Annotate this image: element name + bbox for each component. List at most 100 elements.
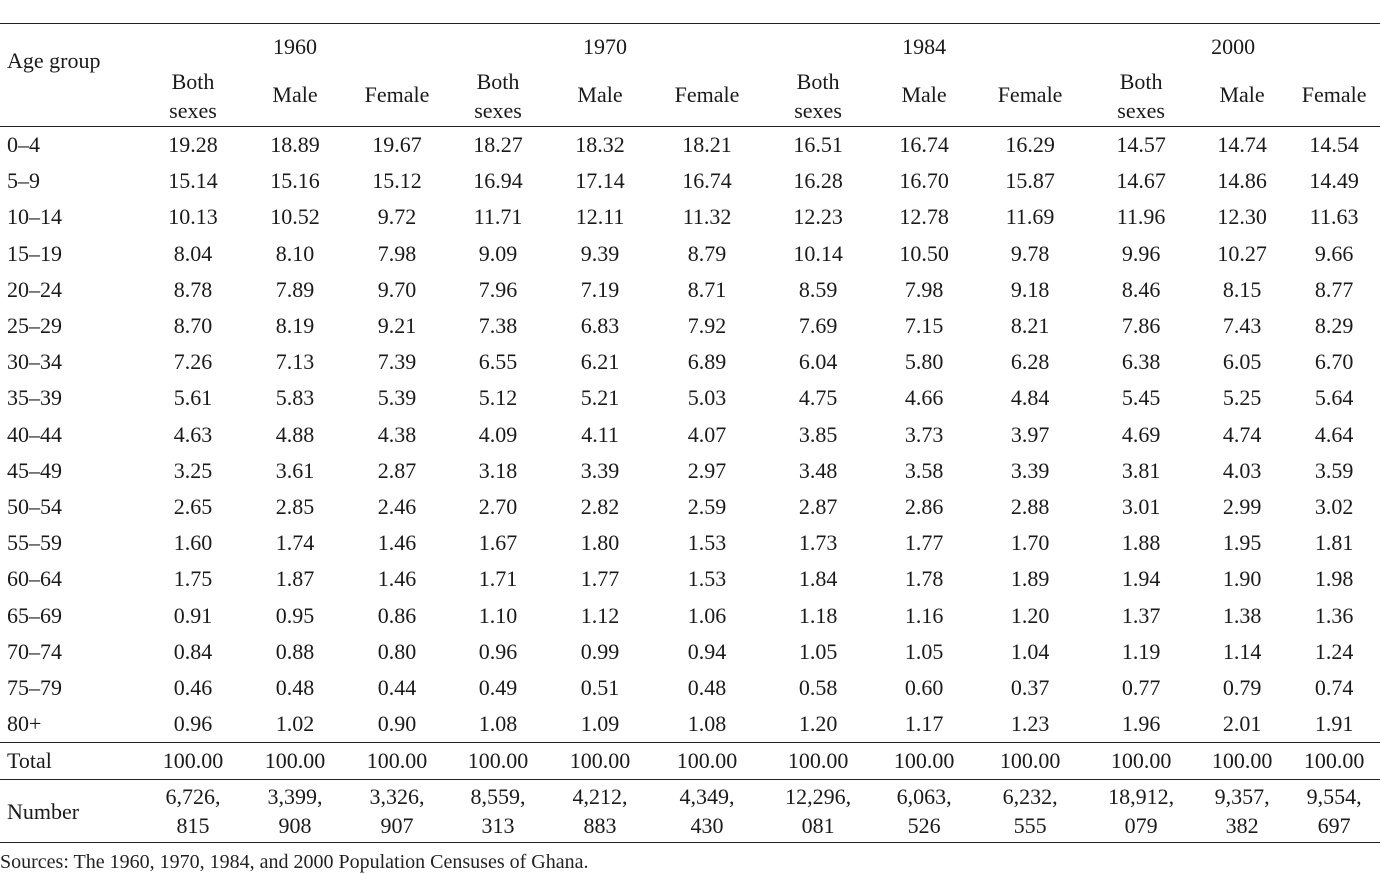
population-count-cell: 8,559, 313 bbox=[448, 779, 549, 844]
percent-cell: 0.90 bbox=[377, 711, 417, 737]
percent-cell: 2.59 bbox=[687, 493, 727, 519]
percent-cell: 2.65 bbox=[173, 493, 213, 519]
percent-cell: 8.29 bbox=[1314, 313, 1354, 339]
population-count-part2: 815 bbox=[176, 813, 210, 839]
percent-cell: 4.11 bbox=[581, 421, 619, 447]
total-cell: 100.00 bbox=[1196, 742, 1289, 780]
male-header-1960: Male bbox=[272, 81, 318, 107]
percent-cell: 0.80 bbox=[377, 638, 417, 664]
male-header-1970: Male bbox=[577, 81, 623, 107]
percent-cell: 0.96 bbox=[478, 638, 518, 664]
percent-cell: 1.46 bbox=[377, 530, 417, 556]
percent-cell: 15.16 bbox=[270, 168, 320, 194]
population-count-part1: 6,232, bbox=[1002, 784, 1058, 810]
percent-cell: 1.88 bbox=[1121, 530, 1161, 556]
percent-cell: 5.80 bbox=[904, 349, 944, 375]
population-count-part2: 526 bbox=[907, 813, 941, 839]
age-group-cell: 75–79 bbox=[7, 674, 62, 700]
percent-cell: 1.46 bbox=[377, 566, 417, 592]
percent-cell: 1.37 bbox=[1121, 602, 1161, 628]
population-count-part1: 8,559, bbox=[470, 784, 526, 810]
percent-cell: 1.95 bbox=[1222, 530, 1262, 556]
percent-cell: 1.05 bbox=[904, 638, 944, 664]
age-group-cell: 55–59 bbox=[7, 530, 62, 556]
percent-cell: 1.38 bbox=[1222, 602, 1262, 628]
table-row: 70–74 0.84 0.88 0.80 0.96 0.99 0.94 1.05 1.05 1.0… bbox=[0, 634, 1380, 670]
percent-cell: 8.19 bbox=[275, 313, 315, 339]
total-row: Total 100.00 100.00 100.00 100.00 100.00 100.0… bbox=[0, 742, 1380, 780]
percent-cell: 2.99 bbox=[1222, 493, 1262, 519]
age-group-cell: 25–29 bbox=[7, 313, 62, 339]
percent-cell: 4.03 bbox=[1222, 457, 1262, 483]
percent-cell: 5.12 bbox=[478, 385, 518, 411]
percent-cell: 19.28 bbox=[168, 132, 218, 158]
population-count-part2: 883 bbox=[583, 813, 617, 839]
percent-cell: 1.20 bbox=[1010, 602, 1050, 628]
percent-cell: 1.08 bbox=[478, 711, 518, 737]
percent-cell: 1.16 bbox=[904, 602, 944, 628]
population-count-cell: 3,399, 908 bbox=[244, 779, 346, 844]
percent-cell: 2.87 bbox=[377, 457, 417, 483]
percent-cell: 4.88 bbox=[275, 421, 315, 447]
percent-cell: 14.86 bbox=[1217, 168, 1267, 194]
percent-cell: 9.72 bbox=[377, 204, 417, 230]
percent-cell: 3.25 bbox=[173, 457, 213, 483]
percent-cell: 1.02 bbox=[275, 711, 315, 737]
percent-cell: 7.96 bbox=[478, 276, 518, 302]
population-count-part1: 4,349, bbox=[679, 784, 735, 810]
percent-cell: 5.83 bbox=[275, 385, 315, 411]
percent-cell: 1.90 bbox=[1222, 566, 1262, 592]
percent-cell: 2.70 bbox=[478, 493, 518, 519]
percent-cell: 10.27 bbox=[1217, 240, 1267, 266]
percent-cell: 0.91 bbox=[173, 602, 213, 628]
percent-cell: 8.79 bbox=[687, 240, 727, 266]
percent-cell: 17.14 bbox=[575, 168, 625, 194]
population-count-part2: 382 bbox=[1225, 813, 1259, 839]
percent-cell: 1.71 bbox=[478, 566, 518, 592]
table-body: 0–4 19.28 18.89 19.67 18.27 18.32 18.21 16.51 16… bbox=[0, 127, 1380, 844]
percent-cell: 1.73 bbox=[798, 530, 838, 556]
percent-cell: 0.58 bbox=[798, 674, 838, 700]
population-count-cell: 18,912, 079 bbox=[1086, 779, 1197, 844]
percent-cell: 4.07 bbox=[687, 421, 727, 447]
percent-cell: 10.52 bbox=[270, 204, 320, 230]
percent-cell: 9.96 bbox=[1121, 240, 1161, 266]
percent-cell: 16.70 bbox=[899, 168, 949, 194]
percent-cell: 5.25 bbox=[1222, 385, 1262, 411]
population-count-cell: 4,212, 883 bbox=[548, 779, 653, 844]
table-row: 45–49 3.25 3.61 2.87 3.18 3.39 2.97 3.48 3.58 3.3… bbox=[0, 453, 1380, 489]
population-count-part2: 430 bbox=[690, 813, 724, 839]
percent-cell: 1.77 bbox=[904, 530, 944, 556]
percent-cell: 1.81 bbox=[1314, 530, 1354, 556]
percent-cell: 2.46 bbox=[377, 493, 417, 519]
total-cell: 100.00 bbox=[874, 742, 975, 780]
percent-cell: 7.43 bbox=[1222, 313, 1262, 339]
percent-cell: 1.91 bbox=[1314, 711, 1354, 737]
female-header-1960: Female bbox=[364, 81, 430, 107]
both-sexes-label-line2: sexes bbox=[794, 98, 842, 123]
percent-cell: 2.97 bbox=[687, 457, 727, 483]
percent-cell: 0.96 bbox=[173, 711, 213, 737]
population-count-part1: 4,212, bbox=[572, 784, 628, 810]
percent-cell: 7.89 bbox=[275, 276, 315, 302]
percent-cell: 15.87 bbox=[1005, 168, 1055, 194]
number-row: Number 6,726, 815 3,399, 908 3,326, 907 8,559, 3… bbox=[0, 779, 1380, 844]
total-cell: 100.00 bbox=[1288, 742, 1380, 780]
percent-cell: 9.70 bbox=[377, 276, 417, 302]
percent-cell: 1.94 bbox=[1121, 566, 1161, 592]
percent-cell: 0.48 bbox=[687, 674, 727, 700]
percent-cell: 12.78 bbox=[899, 204, 949, 230]
both-sexes-label-line2: sexes bbox=[1117, 98, 1165, 123]
percent-cell: 1.05 bbox=[798, 638, 838, 664]
percent-cell: 3.39 bbox=[580, 457, 620, 483]
percent-cell: 1.09 bbox=[580, 711, 620, 737]
percent-cell: 7.39 bbox=[377, 349, 417, 375]
percent-cell: 6.89 bbox=[687, 349, 727, 375]
percent-cell: 3.81 bbox=[1121, 457, 1161, 483]
both-sexes-header-1970: Both sexes bbox=[448, 62, 548, 127]
percent-cell: 3.73 bbox=[904, 421, 944, 447]
percent-cell: 1.87 bbox=[275, 566, 315, 592]
percent-cell: 3.48 bbox=[798, 457, 838, 483]
population-count-cell: 9,554, 697 bbox=[1288, 779, 1380, 844]
percent-cell: 7.15 bbox=[904, 313, 944, 339]
